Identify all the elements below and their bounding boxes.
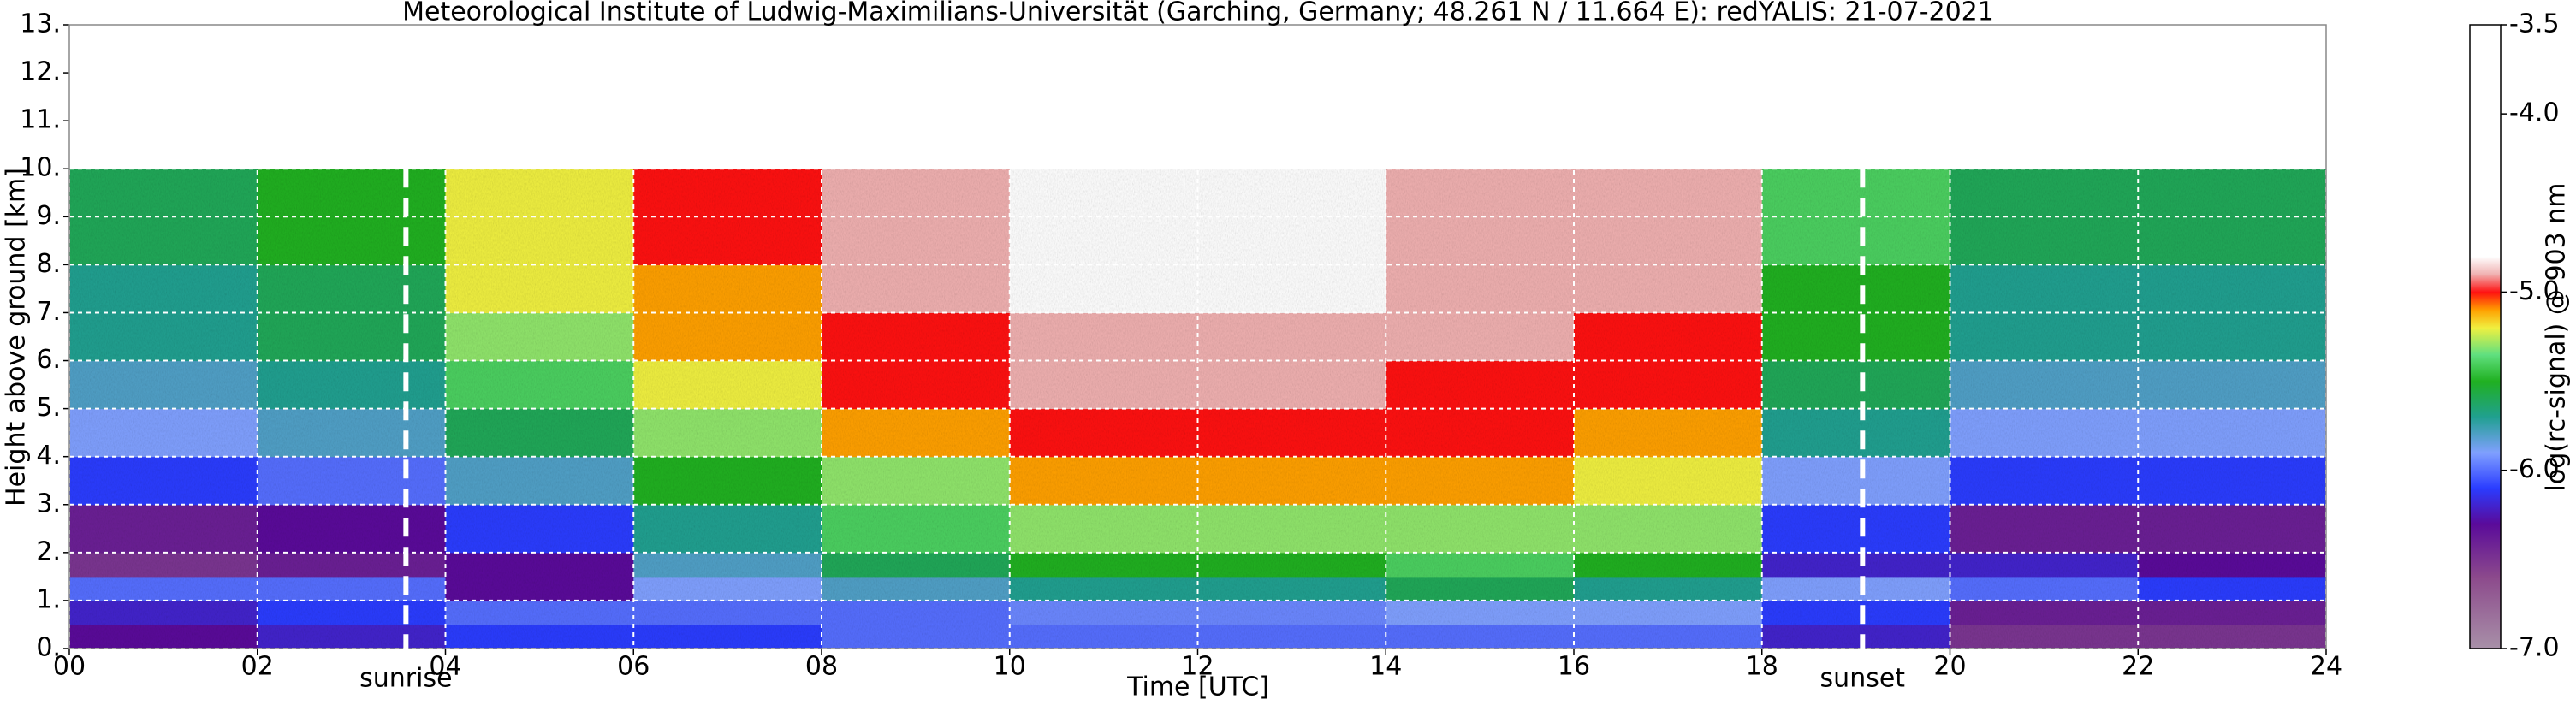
x-tick-label: 12	[1181, 652, 1214, 682]
y-tick-label: 13.	[20, 9, 61, 39]
colorbar-segment	[2470, 524, 2501, 578]
y-tick-label: 10.	[20, 153, 61, 183]
overlay	[63, 24, 2327, 655]
x-tick-label: 08	[805, 652, 838, 682]
colorbar-frame	[2469, 24, 2502, 649]
x-tick-label: 20	[1933, 652, 1966, 682]
colorbar-tick-label: -3.5	[2509, 9, 2560, 39]
x-tick-label: 16	[1558, 652, 1590, 682]
colorbar-segment	[2470, 354, 2501, 382]
y-tick-label: 9.	[36, 201, 61, 231]
y-axis-label: Height above ground [km]	[2, 168, 32, 507]
colorbar-tick-label: -7.0	[2509, 633, 2560, 663]
colorbar-segment	[2470, 328, 2501, 355]
x-tick-label: 02	[241, 652, 274, 682]
y-tick-label: 4.	[36, 441, 61, 471]
colorbar-tick-label: -5.0	[2509, 276, 2560, 306]
colorbar-segment	[2470, 274, 2501, 293]
event-label: sunset	[1820, 664, 1906, 694]
x-tick-label: 14	[1369, 652, 1402, 682]
event-label: sunrise	[359, 664, 452, 694]
x-tick-label: 04	[429, 652, 461, 682]
colorbar-segment	[2470, 488, 2501, 524]
x-tick-label: 22	[2122, 652, 2154, 682]
colorbar-tick-label: -4.0	[2509, 98, 2560, 128]
x-tick-label: 06	[617, 652, 650, 682]
colorbar-tick-label: -6.0	[2509, 454, 2560, 484]
colorbar-segment	[2470, 417, 2501, 453]
y-tick-label: 2.	[36, 536, 61, 566]
y-tick-label: 3.	[36, 489, 61, 518]
y-tick-label: 7.	[36, 297, 61, 327]
y-tick-label: 11.	[20, 105, 61, 135]
colorbar-segment	[2470, 452, 2501, 489]
x-tick-label: 10	[994, 652, 1026, 682]
y-tick-label: 5.	[36, 393, 61, 423]
y-tick-label: 1.	[36, 584, 61, 614]
colorbar-segment	[2470, 310, 2501, 329]
chart-title: Meteorological Institute of Ludwig-Maxim…	[402, 0, 1994, 27]
plot-frame	[68, 24, 2327, 649]
x-axis-label: Time [UTC]	[1126, 672, 1269, 702]
y-tick-label: 6.	[36, 345, 61, 375]
colorbar-segment	[2470, 25, 2501, 258]
colorbar-segment	[2470, 292, 2501, 311]
y-tick-label: 12.	[20, 57, 61, 87]
colorbar-segment	[2470, 577, 2501, 649]
x-tick-label: 24	[2310, 652, 2342, 682]
colorbar-segment	[2470, 256, 2501, 275]
colorbar-segment	[2470, 381, 2501, 418]
y-tick-label: 0.	[36, 633, 61, 663]
x-tick-label: 18	[1746, 652, 1778, 682]
y-tick-label: 8.	[36, 249, 61, 279]
colorbar-label: log(rc-signal) @ 903 nm	[2542, 183, 2572, 492]
x-tick-label: 00	[53, 652, 86, 682]
